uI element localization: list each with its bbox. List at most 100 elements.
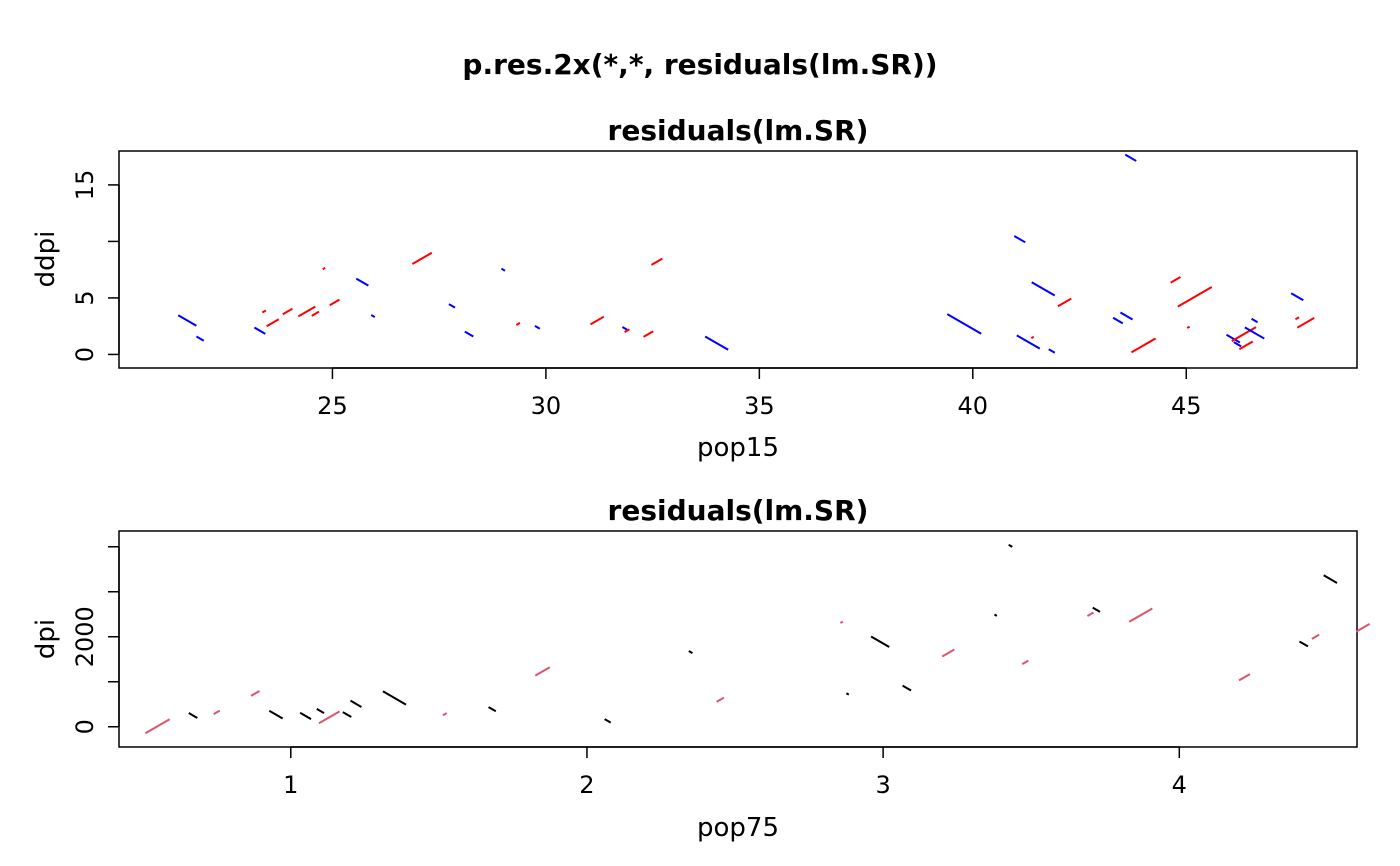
panel-pop75-dpi: residuals(lm.SR) 1 2 3 4 0 2000 pop75 dpi [31,494,1371,843]
positive-residual-segment [1231,326,1257,342]
positive-residual-segment [1030,335,1035,340]
positive-residual-segment [311,310,320,317]
negative-residual-segment [195,335,205,342]
negative-residual-segment [604,718,612,724]
positive-residual-segment [839,620,844,624]
positive-residual-segment [1294,316,1300,321]
y-axis-label: ddpi [31,231,61,288]
positive-residual-segment [643,330,654,338]
x-tick-label: 3 [875,771,890,799]
x-tick-label: 4 [1172,771,1187,799]
plot-frame [118,150,1358,369]
positive-residual-segment [1296,317,1315,329]
negative-residual-segment [177,314,197,327]
negative-residual-segment [448,303,456,309]
negative-residual-segment [1233,341,1242,348]
x-tick-label: 35 [744,392,775,420]
negative-residual-segment [500,267,506,272]
positive-residual-segment [1021,659,1029,666]
positive-residual-segment [213,709,221,715]
x-tick-label: 2 [579,771,594,799]
x-axis: 1 2 3 4 [283,746,1187,799]
positive-residual-segment [1186,325,1191,329]
negative-residual-segment [902,684,912,692]
positive-residual-segment [329,298,340,307]
negative-residual-segment [1112,316,1124,325]
positive-residual-segment [442,712,448,717]
negative-residual-segment [382,690,407,706]
positive-residual-segment [1355,623,1371,633]
negative-residual-segment [268,709,284,720]
y-axis: 0 2000 [71,546,120,734]
positive-residual-segment [1311,633,1320,640]
residual-marks [144,543,1371,735]
negative-residual-segment [1298,640,1309,648]
negative-residual-segment [704,335,729,351]
positive-residual-segment [250,690,260,697]
x-axis: 25 30 35 40 45 [317,367,1202,420]
positive-residual-segment [1238,340,1254,351]
negative-residual-segment [370,314,376,318]
negative-residual-segment [488,706,497,713]
negative-residual-segment [1244,326,1265,340]
positive-residual-segment [624,328,630,333]
positive-residual-segment [266,318,280,328]
panel-title: residuals(lm.SR) [608,494,869,527]
negative-residual-segment [1092,606,1101,613]
negative-residual-segment [870,635,890,648]
negative-residual-segment [1119,311,1134,321]
negative-residual-segment [299,711,312,720]
negative-residual-segment [188,712,198,719]
negative-residual-segment [946,313,982,335]
negative-residual-segment [1016,334,1041,350]
negative-residual-segment [316,708,325,714]
x-tick-label: 25 [317,392,348,420]
negative-residual-segment [464,330,474,338]
negative-residual-segment [845,692,850,696]
positive-residual-segment [282,307,293,316]
y-tick-label: 15 [71,170,99,201]
positive-residual-segment [1128,607,1153,623]
positive-residual-segment [261,309,267,314]
positive-residual-segment [589,315,605,326]
residual-marks [177,153,1315,354]
negative-residual-segment [355,277,369,287]
positive-residual-segment [318,710,341,725]
positive-residual-segment [1238,673,1251,682]
positive-residual-segment [515,322,521,326]
positive-residual-segment [716,696,725,703]
positive-residual-segment [411,251,433,265]
y-tick-label: 0 [71,347,99,362]
negative-residual-segment [993,613,998,617]
negative-residual-segment [342,711,352,718]
negative-residual-segment [1323,574,1338,584]
y-tick-label: 0 [71,719,99,734]
negative-residual-segment [1048,348,1056,354]
negative-residual-segment [688,650,693,654]
x-tick-label: 1 [283,771,298,799]
positive-residual-segment [650,257,663,266]
negative-residual-segment [621,326,628,331]
positive-residual-segment [1086,611,1094,617]
negative-residual-segment [1031,281,1056,297]
negative-residual-segment [1124,153,1137,162]
y-axis-label: dpi [31,619,61,659]
positive-residual-segment [1170,276,1181,284]
negative-residual-segment [1226,333,1241,344]
x-tick-label: 40 [958,392,989,420]
x-tick-label: 45 [1171,392,1202,420]
panel-pop15-ddpi: residuals(lm.SR) 25 30 35 40 45 0 5 15 pop15 d… [31,114,1358,463]
negative-residual-segment [349,699,362,708]
x-axis-label: pop15 [697,433,779,463]
negative-residual-segment [253,326,266,335]
positive-residual-segment [144,718,171,735]
negative-residual-segment [1290,292,1304,302]
positive-residual-segment [941,648,955,658]
positive-residual-segment [1130,337,1157,354]
negative-residual-segment [1008,543,1013,548]
negative-residual-segment [1251,317,1259,324]
positive-residual-segment [322,266,326,271]
positive-residual-segment [1177,286,1213,308]
positive-residual-segment [534,666,551,677]
